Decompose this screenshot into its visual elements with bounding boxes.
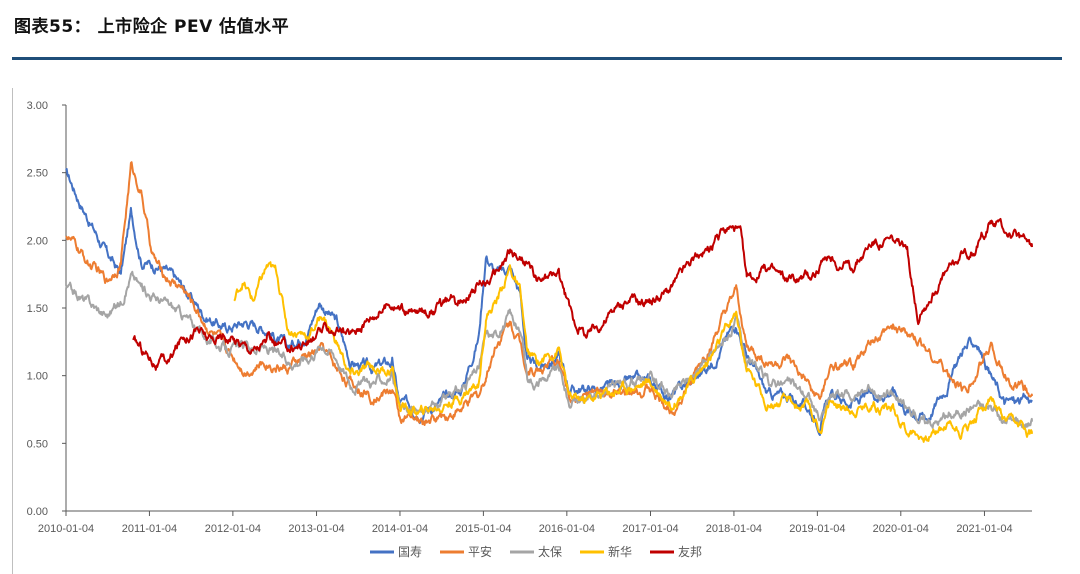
series-lines [65,161,1033,443]
x-axis: 2010-01-04 2011-01-04 2012-01-04 2013-01-04… [38,510,1032,535]
y-tick-label: 2.00 [27,235,48,247]
x-tick-label: 2013-01-04 [288,523,344,535]
legend-label: 平安 [468,544,492,559]
x-tick-label: 2014-01-04 [372,523,428,535]
y-tick-label: 0.00 [27,506,48,518]
y-tick-label: 1.50 [27,303,48,315]
legend: 国寿 平安 太保 新华 友邦 [370,544,702,559]
x-tick-label: 2010-01-04 [38,523,94,535]
x-tick-label: 2021-01-04 [956,523,1012,535]
x-tick-label: 2016-01-04 [539,523,595,535]
series-line-3 [65,270,1033,429]
x-tick-label: 2011-01-04 [122,523,177,535]
x-tick-label: 2019-01-04 [789,523,845,535]
y-tick-label: 1.00 [27,371,48,383]
y-axis: 0.00 0.50 1.00 1.50 2.00 2.50 3.00 [27,100,67,518]
x-tick-label: 2018-01-04 [706,523,762,535]
y-tick-label: 3.00 [27,100,48,112]
series-line-1 [65,168,1033,436]
legend-label: 太保 [538,544,562,559]
y-tick-label: 0.50 [27,438,48,450]
x-tick-label: 2020-01-04 [873,523,929,535]
x-tick-label: 2017-01-04 [622,523,678,535]
series-line-2 [65,161,1033,426]
legend-label: 友邦 [678,545,702,559]
legend-label: 国寿 [398,545,422,559]
series-line-4 [233,261,1033,443]
x-tick-label: 2012-01-04 [205,523,261,535]
figure-title: 图表55： 上市险企 PEV 估值水平 [14,17,290,37]
y-tick-label: 2.50 [27,168,48,180]
chart-frame-left [12,88,13,574]
title-rule [12,57,1062,60]
series-line-5 [132,217,1033,371]
x-tick-label: 2015-01-04 [455,523,511,535]
legend-label: 新华 [608,544,632,559]
